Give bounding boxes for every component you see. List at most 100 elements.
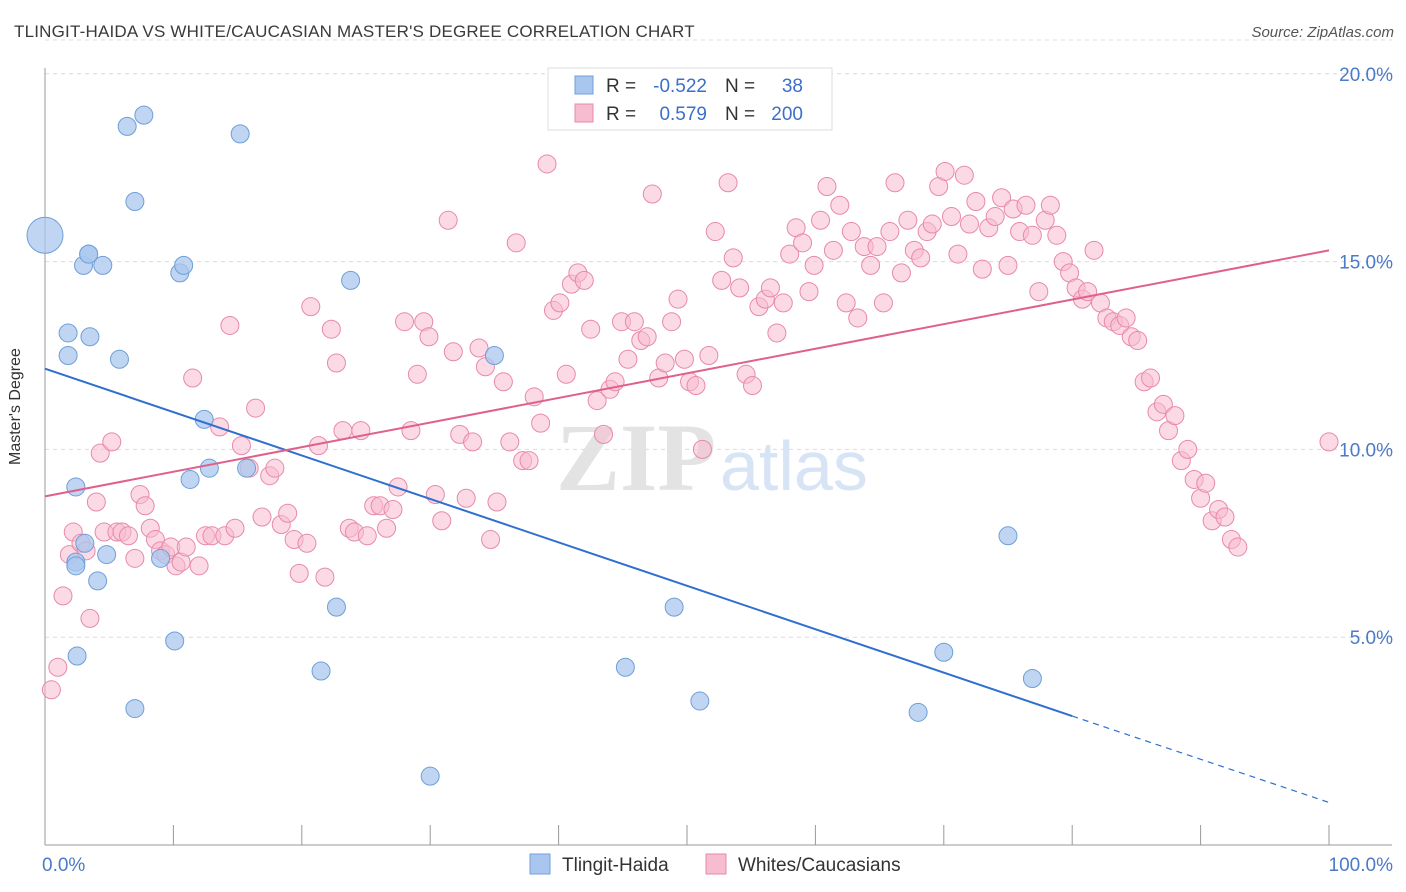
point-whites bbox=[326, 353, 346, 373]
y-tick-label: 5.0% bbox=[1350, 628, 1393, 649]
legend-swatch-whites bbox=[705, 853, 727, 875]
point-whites bbox=[867, 237, 887, 257]
point-whites bbox=[456, 488, 476, 508]
legend-label-whites: Whites/Caucasians bbox=[738, 855, 901, 876]
stats-swatch-blue bbox=[574, 75, 594, 95]
point-whites bbox=[885, 173, 905, 193]
trendline-tlingit bbox=[44, 367, 1073, 718]
point-tlingit bbox=[93, 255, 113, 275]
point-tlingit bbox=[58, 346, 78, 366]
point-whites bbox=[86, 492, 106, 512]
point-tlingit bbox=[26, 216, 64, 254]
point-tlingit bbox=[908, 702, 928, 722]
point-whites bbox=[760, 278, 780, 298]
stats-r-label-pink: R = bbox=[606, 104, 636, 125]
point-whites bbox=[443, 342, 463, 362]
point-whites bbox=[506, 233, 526, 253]
point-whites bbox=[655, 353, 675, 373]
point-whites bbox=[102, 432, 122, 452]
point-whites bbox=[463, 432, 483, 452]
point-tlingit bbox=[326, 597, 346, 617]
point-whites bbox=[1228, 537, 1248, 557]
watermark: ZIP atlas bbox=[556, 404, 868, 511]
point-whites bbox=[377, 518, 397, 538]
point-whites bbox=[278, 503, 298, 523]
point-tlingit bbox=[174, 255, 194, 275]
point-whites bbox=[1178, 439, 1198, 459]
point-tlingit bbox=[998, 526, 1018, 546]
point-whites bbox=[407, 364, 427, 384]
point-tlingit bbox=[1022, 669, 1042, 689]
point-whites bbox=[125, 548, 145, 568]
point-whites bbox=[469, 338, 489, 358]
point-tlingit bbox=[151, 548, 171, 568]
point-tlingit bbox=[58, 323, 78, 343]
point-whites bbox=[686, 376, 706, 396]
point-whites bbox=[581, 319, 601, 339]
point-whites bbox=[793, 233, 813, 253]
point-whites bbox=[333, 421, 353, 441]
points-layer bbox=[26, 105, 1339, 786]
point-tlingit bbox=[420, 766, 440, 786]
point-whites bbox=[225, 518, 245, 538]
point-whites bbox=[662, 312, 682, 332]
point-whites bbox=[252, 507, 272, 527]
grid-layer bbox=[45, 39, 1392, 638]
point-whites bbox=[861, 255, 881, 275]
point-whites bbox=[1040, 195, 1060, 215]
point-whites bbox=[823, 240, 843, 260]
point-whites bbox=[432, 511, 452, 531]
point-whites bbox=[419, 327, 439, 347]
point-whites bbox=[618, 349, 638, 369]
point-whites bbox=[537, 154, 557, 174]
point-whites bbox=[1215, 507, 1235, 527]
stats-legend: R = -0.522 N = 38 R = 0.579 N = 200 bbox=[547, 67, 833, 131]
point-whites bbox=[357, 526, 377, 546]
point-whites bbox=[395, 312, 415, 332]
y-tick-label: 20.0% bbox=[1339, 65, 1393, 86]
watermark-atlas: atlas bbox=[720, 427, 868, 505]
point-whites bbox=[48, 657, 68, 677]
stats-n-value-pink: 200 bbox=[771, 104, 803, 125]
point-whites bbox=[699, 346, 719, 366]
point-tlingit bbox=[230, 124, 250, 144]
point-whites bbox=[388, 477, 408, 497]
point-whites bbox=[189, 556, 209, 576]
point-whites bbox=[780, 244, 800, 264]
point-whites bbox=[301, 297, 321, 317]
axes-layer: 5.0% 10.0% 15.0% 20.0% 0.0% 100.0% bbox=[42, 65, 1393, 876]
legend-swatch-tlingit bbox=[529, 853, 551, 875]
stats-r-label-blue: R = bbox=[606, 76, 636, 97]
legend-label-tlingit: Tlingit-Haida bbox=[562, 855, 669, 876]
point-whites bbox=[1029, 282, 1049, 302]
point-tlingit bbox=[66, 556, 86, 576]
point-whites bbox=[830, 195, 850, 215]
point-tlingit bbox=[341, 270, 361, 290]
point-whites bbox=[767, 323, 787, 343]
point-whites bbox=[642, 184, 662, 204]
x-tick-label: 0.0% bbox=[42, 855, 85, 876]
stats-n-value-blue: 38 bbox=[782, 76, 803, 97]
point-whites bbox=[556, 364, 576, 384]
chart-title: TLINGIT-HAIDA VS WHITE/CAUCASIAN MASTER'… bbox=[14, 22, 695, 41]
point-whites bbox=[519, 451, 539, 471]
point-whites bbox=[637, 327, 657, 347]
point-whites bbox=[998, 255, 1018, 275]
stats-swatch-pink bbox=[574, 103, 594, 123]
point-whites bbox=[1047, 225, 1067, 245]
point-whites bbox=[1022, 225, 1042, 245]
point-whites bbox=[668, 289, 688, 309]
point-whites bbox=[135, 496, 155, 516]
stats-r-value-blue: -0.522 bbox=[653, 76, 707, 97]
point-whites bbox=[1196, 473, 1216, 493]
point-whites bbox=[954, 165, 974, 185]
point-whites bbox=[730, 278, 750, 298]
point-whites bbox=[183, 368, 203, 388]
point-whites bbox=[891, 263, 911, 283]
point-tlingit bbox=[690, 691, 710, 711]
point-whites bbox=[811, 210, 831, 230]
point-whites bbox=[1116, 308, 1136, 328]
point-tlingit bbox=[237, 458, 257, 478]
trend-layer bbox=[44, 249, 1330, 804]
watermark-zip: ZIP bbox=[556, 404, 716, 511]
